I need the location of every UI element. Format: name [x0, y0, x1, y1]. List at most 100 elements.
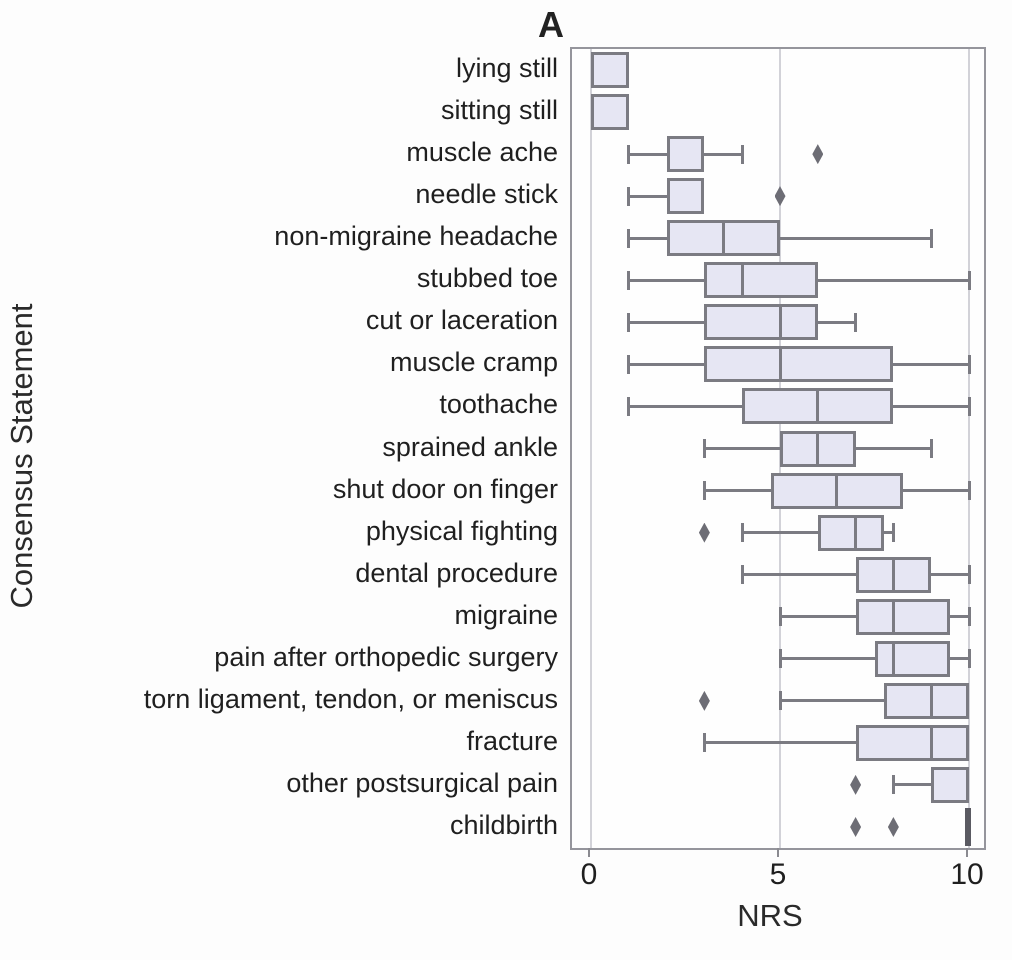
whisker-cap: [891, 523, 895, 543]
whisker-cap: [627, 396, 631, 416]
median-line: [816, 388, 820, 425]
whisker-cap: [627, 228, 631, 248]
whisker-cap: [967, 270, 971, 290]
box: [704, 262, 818, 299]
median-line: [891, 556, 895, 593]
category-label: fracture: [466, 725, 558, 756]
category-label: toothache: [439, 389, 558, 420]
x-tick-label: 10: [950, 858, 984, 891]
x-axis-title: NRS: [737, 898, 803, 933]
whisker-cap: [929, 439, 933, 458]
median-line: [816, 430, 820, 467]
category-label: physical fighting: [365, 515, 558, 546]
median-line: [891, 640, 895, 677]
category-label: migraine: [454, 599, 558, 630]
outlier-diamond: [774, 186, 786, 207]
whisker-cap: [854, 312, 858, 332]
whisker-line: [704, 741, 969, 745]
collapsed-box: [965, 807, 971, 846]
box: [931, 766, 969, 803]
category-label: sitting still: [440, 95, 558, 126]
category-label: muscle ache: [406, 137, 558, 168]
whisker-cap: [627, 312, 631, 332]
box: [817, 514, 884, 551]
whisker-cap: [929, 228, 933, 248]
whisker-cap: [740, 523, 744, 543]
x-axis-ticks: 0 5 10: [570, 848, 984, 898]
whisker-cap: [967, 649, 971, 669]
box: [591, 52, 629, 89]
category-label: lying still: [455, 53, 558, 84]
whisker-cap: [967, 607, 971, 627]
median-line: [854, 514, 858, 551]
y-axis-labels: lying still sitting still muscle ache needl…: [0, 47, 558, 846]
category-label: muscle cramp: [389, 347, 558, 378]
category-label: needle stick: [415, 179, 558, 210]
box: [704, 346, 894, 383]
whisker-cap: [627, 144, 631, 164]
category-label: dental procedure: [355, 557, 558, 588]
whisker-cap: [702, 481, 706, 501]
median-line: [778, 304, 782, 341]
median-line: [929, 724, 933, 761]
category-label: shut door on finger: [332, 473, 558, 504]
whisker-cap: [702, 439, 706, 458]
whisker-cap: [627, 186, 631, 206]
category-label: cut or laceration: [365, 305, 558, 336]
box: [704, 304, 818, 341]
category-label: non-migraine headache: [274, 221, 558, 252]
box: [666, 178, 705, 215]
whisker-cap: [627, 270, 631, 290]
whisker-line: [742, 531, 894, 535]
category-label: stubbed toe: [416, 263, 558, 294]
x-tick-label: 5: [769, 858, 787, 891]
x-tick-mark: [588, 848, 590, 857]
median-line: [891, 598, 895, 635]
whisker-cap: [627, 354, 631, 374]
whisker-line: [742, 573, 969, 577]
category-label: other postsurgical pain: [286, 767, 558, 798]
category-label: pain after orthopedic surgery: [214, 641, 558, 672]
x-tick-label: 0: [580, 858, 598, 891]
median-line: [778, 346, 782, 383]
whisker-cap: [702, 733, 706, 753]
category-label: childbirth: [449, 809, 558, 840]
whisker-cap: [778, 607, 782, 627]
plot-area: [570, 47, 986, 850]
whisker-cap: [778, 691, 782, 711]
box: [874, 640, 951, 677]
x-tick-mark: [966, 848, 968, 857]
whisker-cap: [778, 649, 782, 669]
outlier-diamond: [887, 816, 899, 837]
median-line: [835, 472, 839, 509]
whisker-cap: [740, 565, 744, 585]
median-line: [721, 220, 725, 257]
outlier-diamond: [698, 522, 710, 543]
box: [883, 682, 969, 719]
whisker-cap: [967, 354, 971, 374]
outlier-diamond: [850, 816, 862, 837]
whisker-cap: [967, 396, 971, 416]
gridline: [968, 49, 970, 848]
box: [591, 94, 629, 131]
outlier-diamond: [698, 690, 710, 711]
whisker-line: [628, 236, 932, 240]
outlier-diamond: [850, 774, 862, 795]
box: [855, 724, 969, 761]
box: [666, 136, 705, 173]
gridline: [590, 49, 592, 848]
x-tick-mark: [777, 848, 779, 857]
whisker-cap: [891, 775, 895, 795]
box: [855, 598, 951, 635]
whisker-line: [780, 699, 969, 703]
outlier-diamond: [812, 144, 824, 165]
median-line: [929, 682, 933, 719]
whisker-cap: [740, 144, 744, 164]
whisker-cap: [967, 481, 971, 501]
median-line: [740, 262, 744, 299]
category-label: torn ligament, tendon, or meniscus: [143, 683, 558, 714]
whisker-cap: [967, 565, 971, 585]
category-label: sprained ankle: [382, 431, 558, 462]
panel-label: A: [538, 4, 564, 45]
